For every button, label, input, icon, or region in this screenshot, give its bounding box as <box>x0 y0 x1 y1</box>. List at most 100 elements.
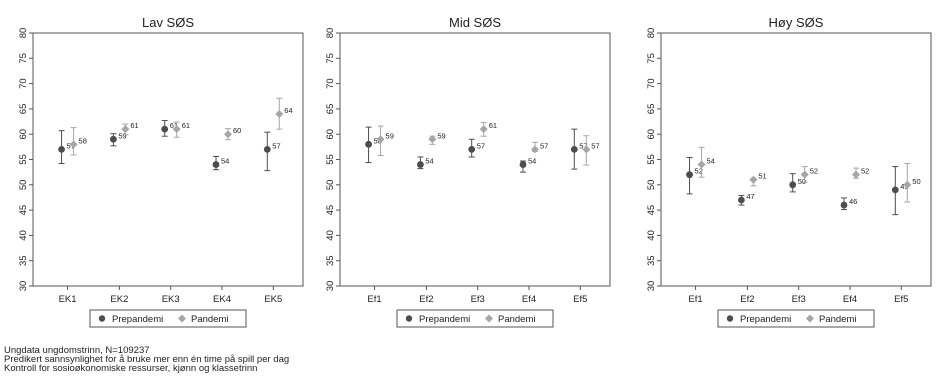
prepandemi-marker <box>110 135 117 143</box>
y-tick-label: 60 <box>18 129 29 140</box>
data-label: 61 <box>130 121 138 130</box>
x-tick-label: EK5 <box>264 294 282 305</box>
y-tick-label: 30 <box>18 281 29 292</box>
y-tick-label: 70 <box>325 78 336 89</box>
y-tick-label: 40 <box>18 230 29 241</box>
data-label: 46 <box>849 197 857 206</box>
data-label: 54 <box>528 157 536 166</box>
data-label: 61 <box>182 121 190 130</box>
pandemi-marker <box>800 170 809 179</box>
data-label: 59 <box>386 131 394 140</box>
legend: Prepandemi Pandemi <box>717 309 875 328</box>
data-label: 59 <box>437 131 445 140</box>
pandemi-marker <box>531 145 539 154</box>
footnote-controls: Kontroll for sosioøkonomiske ressurser, … <box>4 363 258 374</box>
y-tick-label: 50 <box>18 180 29 191</box>
y-tick-label: 45 <box>325 205 336 216</box>
y-tick-label: 75 <box>325 53 336 64</box>
pandemi-marker <box>275 109 284 118</box>
y-tick-label: 55 <box>18 154 29 165</box>
data-label: 64 <box>284 106 292 115</box>
y-tick-label: 40 <box>646 230 657 241</box>
y-tick-label: 50 <box>646 180 657 191</box>
prepandemi-marker <box>789 181 797 189</box>
data-label: 58 <box>374 136 382 145</box>
data-label: 58 <box>79 136 87 145</box>
data-label: 50 <box>912 177 920 186</box>
data-label: 57 <box>477 141 485 150</box>
prepandemi-marker <box>212 161 220 168</box>
data-label: 57 <box>591 141 599 150</box>
legend-frame <box>396 309 554 328</box>
legend: Prepandemi Pandemi <box>396 309 554 328</box>
y-tick-label: 45 <box>18 205 29 216</box>
y-tick-label: 80 <box>325 28 336 39</box>
chart-panel-3: Høy SØS 30 35 40 45 50 55 60 65 70 75 80 Ef1 Ef2 Ef3 Ef… <box>646 15 932 328</box>
y-tick-label: 60 <box>646 129 657 140</box>
legend-pandemi-marker <box>178 314 186 323</box>
data-label: 54 <box>221 157 229 166</box>
legend-pandemi-label: Pandemi <box>191 314 229 325</box>
y-tick-label: 70 <box>18 78 29 89</box>
x-tick-label: Ef3 <box>792 294 806 305</box>
pandemi-marker <box>121 125 130 134</box>
x-tick-label: Ef5 <box>573 294 587 305</box>
data-label: 61 <box>489 121 497 130</box>
x-tick-label: Ef1 <box>367 294 381 305</box>
y-tick-label: 35 <box>325 255 336 266</box>
legend-pandemi-label: Pandemi <box>819 314 857 325</box>
data-label: 57 <box>579 141 587 150</box>
legend-prepandemi-label: Prepandemi <box>740 314 791 325</box>
legend-prepandemi-label: Prepandemi <box>419 314 470 325</box>
prepandemi-marker <box>161 125 169 133</box>
plot-frame <box>32 32 304 287</box>
prepandemi-marker <box>365 140 372 148</box>
legend-frame <box>89 309 247 328</box>
x-tick-label: Ef5 <box>894 294 908 305</box>
pandemi-marker <box>903 180 912 189</box>
chart-panel-1: Lav SØS 30 35 40 45 50 55 60 65 70 75 80 EK1 EK2 EK3 EK… <box>18 15 304 328</box>
data-label: 54 <box>707 157 715 166</box>
prepandemi-marker <box>686 171 693 179</box>
y-tick-label: 55 <box>325 154 336 165</box>
y-tick-label: 80 <box>646 28 657 39</box>
data-label: 61 <box>170 121 178 130</box>
pandemi-marker <box>582 145 591 154</box>
data-label: 52 <box>810 167 818 176</box>
legend-pandemi-label: Pandemi <box>498 314 536 325</box>
pandemi-marker <box>697 160 706 169</box>
legend-prepandemi-label: Prepandemi <box>112 314 163 325</box>
y-tick-label: 40 <box>325 230 336 241</box>
legend-frame <box>717 309 875 328</box>
pandemi-marker <box>224 130 232 139</box>
prepandemi-marker <box>58 145 65 153</box>
y-tick-label: 35 <box>18 255 29 266</box>
y-tick-label: 35 <box>646 255 657 266</box>
data-label: 47 <box>746 192 754 201</box>
y-tick-label: 65 <box>18 104 29 115</box>
legend-pandemi-marker <box>485 314 493 323</box>
prepandemi-marker <box>891 186 899 194</box>
pandemi-marker <box>172 125 181 134</box>
x-tick-label: Ef1 <box>688 294 702 305</box>
pandemi-marker <box>479 125 488 134</box>
legend-prepandemi-marker <box>98 315 106 322</box>
prepandemi-marker <box>738 196 745 204</box>
x-tick-label: Ef4 <box>522 294 536 305</box>
legend-prepandemi-marker <box>405 315 413 322</box>
legend-pandemi-marker <box>806 314 814 323</box>
data-label: 51 <box>758 172 766 181</box>
x-tick-label: Ef3 <box>471 294 485 305</box>
x-tick-label: Ef2 <box>740 294 754 305</box>
x-tick-label: EK2 <box>110 294 128 305</box>
x-tick-label: EK1 <box>59 294 77 305</box>
pandemi-marker <box>749 175 758 184</box>
x-tick-label: EK4 <box>213 294 231 305</box>
legend-prepandemi-marker <box>726 315 734 322</box>
prepandemi-marker <box>468 145 476 153</box>
data-label: 60 <box>233 126 241 135</box>
y-tick-label: 65 <box>646 104 657 115</box>
y-tick-label: 60 <box>325 129 336 140</box>
pandemi-marker <box>69 140 78 149</box>
prepandemi-marker <box>519 161 527 168</box>
